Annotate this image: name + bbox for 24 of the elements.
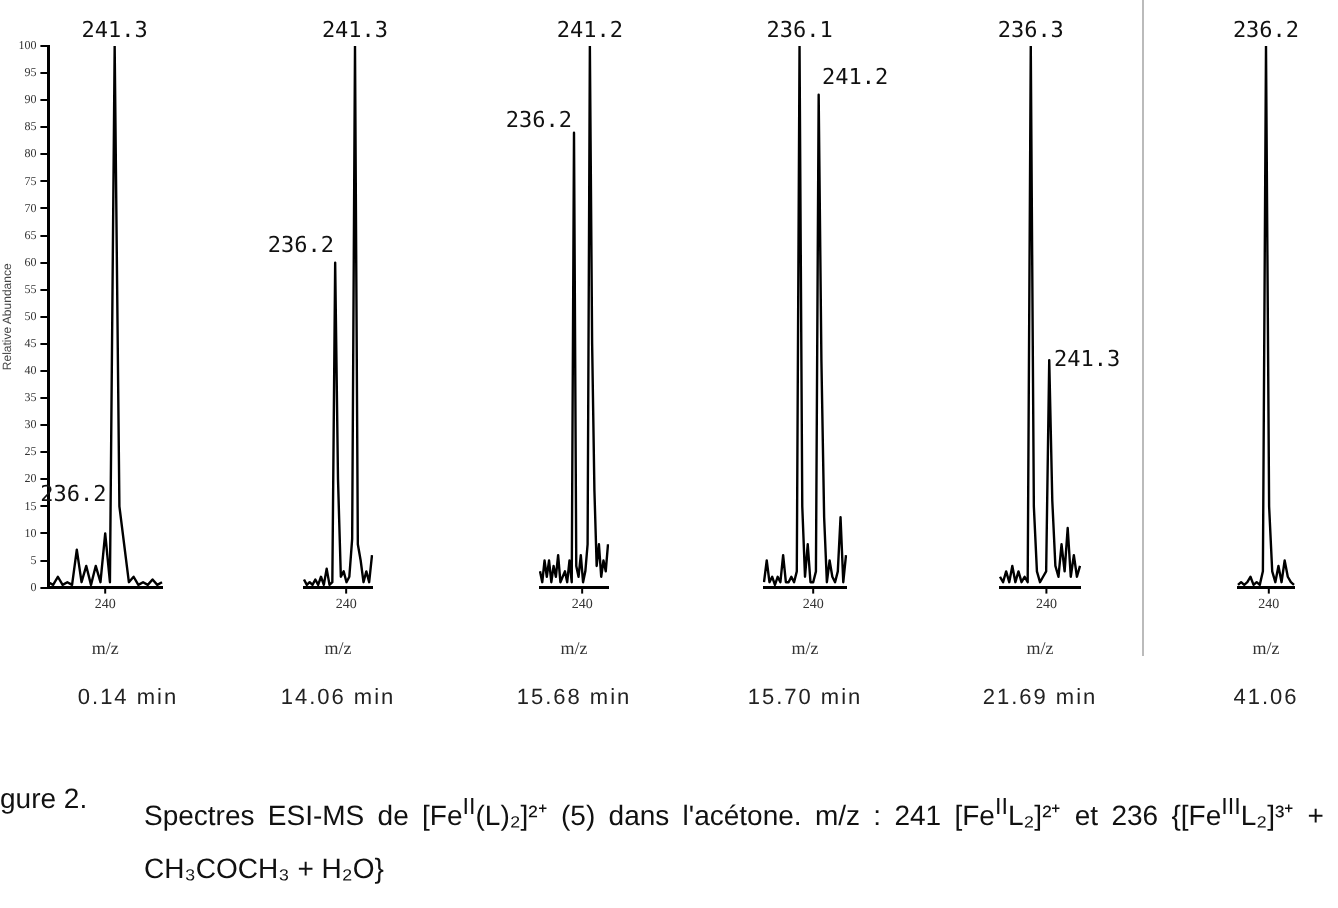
text: gure 2.	[0, 782, 88, 814]
x-axis-title: m/z	[91, 637, 119, 658]
annotation: 241.3	[1054, 345, 1121, 372]
annotation: 241.3	[321, 16, 389, 43]
text: 15.70 min	[745, 686, 865, 710]
text: 41.06	[1231, 686, 1301, 710]
annotation: 236.2	[1232, 16, 1300, 43]
annotation: 241.2	[822, 64, 889, 91]
annotation: 236.2	[267, 231, 334, 258]
annotation: 236.3	[997, 16, 1064, 43]
text: 0.14 min	[75, 686, 181, 710]
text: 21.69 min	[980, 686, 1100, 710]
text: 14.06 min	[278, 686, 398, 710]
annotation: 236.1	[766, 16, 833, 43]
annotation: 236.2	[505, 107, 572, 134]
x-axis-title: m/z	[324, 637, 352, 658]
x-axis-title: m/z	[1026, 637, 1054, 658]
annotation: 241.2	[556, 16, 623, 43]
text: Spectres ESI-MS de [Fe$^{II}$(L)₂]²⁺ (5) dans l'acétone. m/z : 241 [Fe$^{II}$L₂]²⁺ et 236 {[Fe$^{III}$L₂]³⁺ + CH₃COCH₃ + H₂O}	[144, 794, 1324, 884]
x-axis-title: m/z	[791, 637, 819, 658]
x-axis-title: m/z	[1252, 637, 1280, 658]
x-axis-title: m/z	[560, 637, 588, 658]
text: 15.68 min	[514, 686, 634, 710]
annotation: 241.3	[81, 16, 148, 43]
